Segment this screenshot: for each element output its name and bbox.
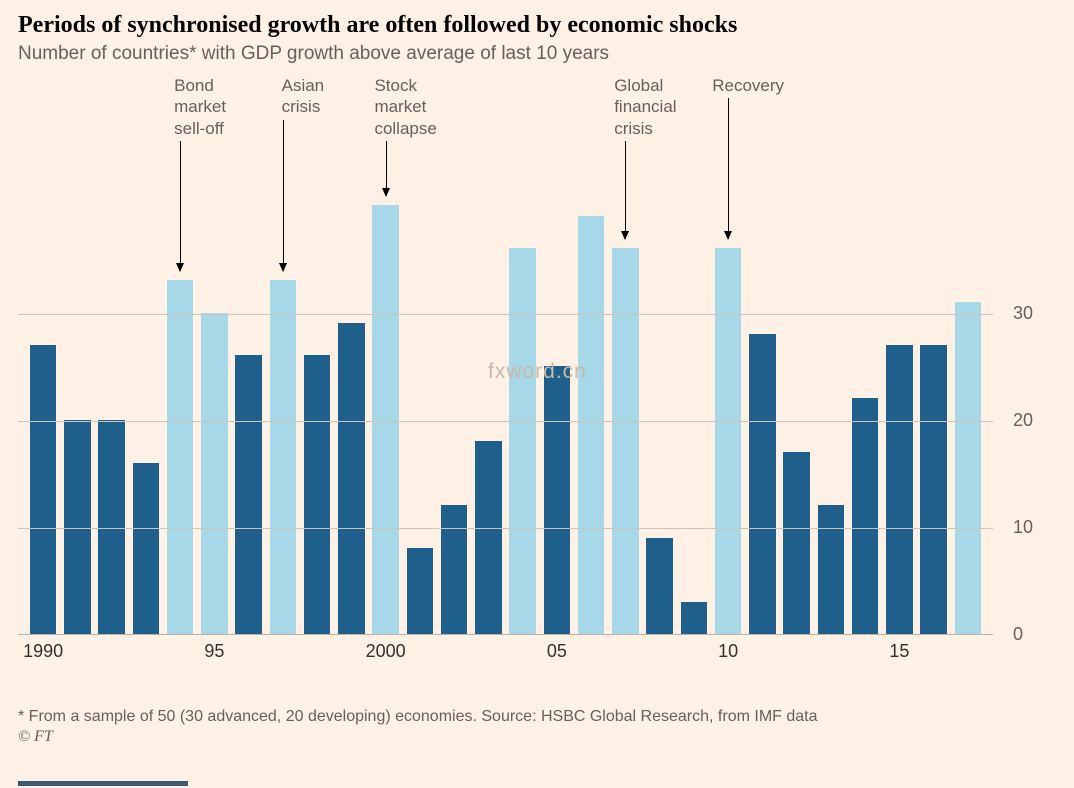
x-tick-label: 10	[718, 641, 738, 662]
bar-2004	[509, 248, 536, 634]
y-tick-label: 0	[1013, 624, 1023, 645]
bar-1995	[201, 313, 228, 634]
annotation-arrow	[625, 141, 626, 240]
x-tick-label: 15	[889, 641, 909, 662]
y-tick-label: 10	[1013, 517, 1033, 538]
gridline	[18, 421, 993, 422]
bar-2009	[681, 602, 708, 634]
x-tick-label: 1990	[23, 641, 63, 662]
bar-1996	[235, 355, 262, 634]
bar-2005	[544, 366, 571, 634]
gridline	[18, 528, 993, 529]
bars-layer	[18, 185, 993, 634]
bar-2006	[578, 216, 605, 634]
bar-1999	[338, 323, 365, 634]
chart-title: Periods of synchronised growth are often…	[18, 12, 1056, 39]
bar-2002	[441, 505, 468, 634]
bar-2001	[407, 548, 434, 634]
x-tick-label: 95	[204, 641, 224, 662]
annotation-label: Stock market collapse	[374, 75, 436, 139]
copyright: © FT	[18, 728, 1056, 746]
annotation-label: Asian crisis	[282, 75, 325, 118]
bar-2015	[886, 345, 913, 634]
annotation-arrow	[386, 141, 387, 197]
bar-2013	[818, 505, 845, 634]
bar-2014	[852, 398, 879, 634]
x-tick-label: 05	[547, 641, 567, 662]
chart-area: 0 10 20 30 1990 95 2000 05 10 15 Bond market sel…	[18, 75, 1053, 700]
bar-2008	[646, 538, 673, 634]
footer-accent-bar	[18, 781, 188, 786]
annotation-label: Global financial crisis	[614, 75, 676, 139]
bar-2016	[920, 345, 947, 634]
bar-2017	[955, 302, 982, 634]
bar-1993	[133, 463, 160, 634]
annotation-label: Recovery	[712, 75, 784, 96]
bar-2012	[783, 452, 810, 634]
annotation-arrow	[180, 141, 181, 272]
bar-1997	[270, 280, 297, 634]
chart-subtitle: Number of countries* with GDP growth abo…	[18, 43, 1056, 65]
annotation-label: Bond market sell-off	[174, 75, 226, 139]
y-tick-label: 20	[1013, 410, 1033, 431]
bar-1998	[304, 355, 331, 634]
bar-1990	[30, 345, 57, 634]
plot-area	[18, 185, 993, 635]
annotation-arrow	[728, 98, 729, 239]
bar-1994	[167, 280, 194, 634]
bar-2011	[749, 334, 776, 634]
x-tick-label: 2000	[366, 641, 406, 662]
annotation-arrow	[283, 120, 284, 272]
bar-2010	[715, 248, 742, 634]
gridline	[18, 314, 993, 315]
bar-2007	[612, 248, 639, 634]
footnote: * From a sample of 50 (30 advanced, 20 d…	[18, 706, 1056, 728]
y-tick-label: 30	[1013, 303, 1033, 324]
bar-2003	[475, 441, 502, 634]
